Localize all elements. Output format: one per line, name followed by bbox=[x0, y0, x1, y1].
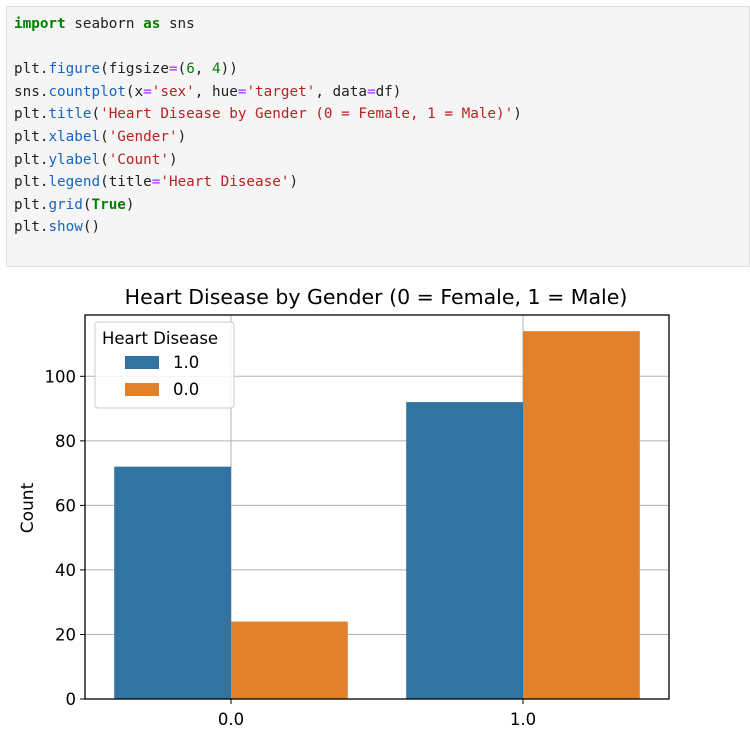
code-line: sns.countplot(x='sex', hue='target', dat… bbox=[14, 81, 522, 104]
legend-swatch-series-0 bbox=[125, 383, 159, 396]
code-token: ( bbox=[100, 151, 109, 168]
code-token: plt. bbox=[14, 106, 49, 123]
bars bbox=[114, 331, 640, 699]
code-token: sns. bbox=[14, 83, 49, 100]
code-line: plt.legend(title='Heart Disease') bbox=[14, 171, 522, 194]
code-token: (figsize bbox=[100, 61, 169, 78]
chart-output: Heart Disease by Gender (0 = Female, 1 =… bbox=[0, 275, 750, 730]
code-token: sns bbox=[160, 16, 195, 32]
code-token: ( bbox=[177, 61, 187, 78]
bar-chart: Heart Disease by Gender (0 = Female, 1 =… bbox=[18, 285, 670, 729]
code-token: import bbox=[14, 16, 66, 32]
code-token: seaborn bbox=[65, 16, 144, 32]
code-line: import seaborn as sns bbox=[14, 13, 522, 36]
code-token: xlabel bbox=[48, 128, 101, 145]
y-tick-label: 60 bbox=[55, 496, 76, 515]
code-token: plt. bbox=[14, 174, 49, 191]
bar-series-1.0-1.0 bbox=[406, 402, 523, 699]
code-token: plt. bbox=[14, 196, 49, 213]
code-line: plt.grid(True) bbox=[14, 194, 522, 217]
code-token: 6 bbox=[186, 61, 195, 78]
code-token: countplot bbox=[48, 83, 126, 100]
code-token: 'Heart Disease' bbox=[160, 174, 290, 191]
code-token: plt. bbox=[14, 61, 49, 78]
code-token: ) bbox=[289, 174, 299, 191]
y-axis-label: Count bbox=[18, 482, 38, 533]
code-token: 'sex' bbox=[151, 83, 195, 100]
code-token: = bbox=[237, 83, 247, 100]
code-line: plt.ylabel('Count') bbox=[14, 149, 522, 172]
bar-series-1.0-0.0 bbox=[114, 466, 231, 699]
axes-frame bbox=[84, 314, 670, 700]
y-tick-label: 0 bbox=[66, 690, 77, 709]
legend-swatch-series-1 bbox=[125, 356, 159, 369]
code-token: plt. bbox=[14, 128, 49, 145]
code-token: = bbox=[366, 83, 376, 100]
code-token: plt. bbox=[14, 151, 49, 168]
code-token: = bbox=[168, 61, 178, 78]
code-token: , bbox=[194, 61, 213, 78]
code-token: plt. bbox=[14, 219, 49, 236]
code-token: ) bbox=[513, 106, 522, 123]
code-token: title bbox=[48, 106, 92, 123]
y-tick-label: 80 bbox=[55, 432, 76, 451]
bar-series-0.0-0.0 bbox=[231, 621, 348, 699]
code-block[interactable]: import seaborn as sns plt.figure(figsize… bbox=[14, 13, 522, 239]
code-token: ) bbox=[177, 128, 187, 145]
code-cell[interactable]: import seaborn as sns plt.figure(figsize… bbox=[6, 6, 750, 267]
code-token: figure bbox=[48, 61, 101, 78]
code-token: )) bbox=[220, 61, 238, 78]
x-tick-label: 1.0 bbox=[510, 710, 536, 729]
x-tick-label: 0.0 bbox=[218, 710, 244, 729]
code-line: plt.xlabel('Gender') bbox=[14, 126, 522, 149]
bar-series-0.0-1.0 bbox=[523, 331, 640, 699]
legend-title: Heart Disease bbox=[102, 329, 218, 348]
code-line: plt.figure(figsize=(6, 4)) bbox=[14, 58, 522, 81]
y-tick-label: 100 bbox=[45, 367, 77, 386]
code-token: ( bbox=[91, 106, 101, 123]
code-token: True bbox=[91, 196, 126, 213]
code-token: 'Count' bbox=[108, 151, 169, 168]
y-tick-label: 20 bbox=[55, 625, 76, 644]
code-token: ( bbox=[100, 128, 109, 145]
legend: Heart Disease 1.0 0.0 bbox=[94, 321, 235, 409]
legend-label-series-1: 1.0 bbox=[173, 353, 199, 372]
y-axis: 0 20 40 60 80 100 bbox=[45, 367, 85, 709]
code-token: 'target' bbox=[246, 83, 316, 100]
x-axis: 0.0 1.0 bbox=[218, 699, 536, 729]
code-token: 'Heart Disease by Gender (0 = Female, 1 … bbox=[100, 106, 514, 123]
code-token: as bbox=[143, 16, 161, 32]
code-token: ( bbox=[82, 196, 92, 213]
legend-label-series-0: 0.0 bbox=[173, 380, 199, 399]
code-token: (x bbox=[125, 83, 144, 100]
code-line bbox=[14, 36, 522, 59]
code-line: plt.title('Heart Disease by Gender (0 = … bbox=[14, 103, 522, 126]
y-tick-label: 40 bbox=[55, 561, 76, 580]
code-token: legend bbox=[48, 174, 101, 191]
code-token: grid bbox=[48, 196, 83, 213]
code-token: df) bbox=[375, 83, 402, 100]
code-line: plt.show() bbox=[14, 216, 522, 239]
code-token: (title bbox=[100, 174, 152, 191]
code-token: , hue bbox=[194, 83, 238, 100]
code-token: = bbox=[143, 83, 152, 100]
code-token: 'Gender' bbox=[108, 128, 178, 145]
chart-title: Heart Disease by Gender (0 = Female, 1 =… bbox=[125, 285, 628, 309]
code-token: 4 bbox=[212, 61, 221, 78]
code-token: show bbox=[48, 219, 83, 236]
code-token: ) bbox=[125, 196, 135, 213]
code-token: ylabel bbox=[48, 151, 101, 168]
code-token: , data bbox=[315, 83, 367, 100]
code-token: = bbox=[151, 174, 161, 191]
code-token: () bbox=[82, 219, 101, 236]
code-token: ) bbox=[168, 151, 178, 168]
